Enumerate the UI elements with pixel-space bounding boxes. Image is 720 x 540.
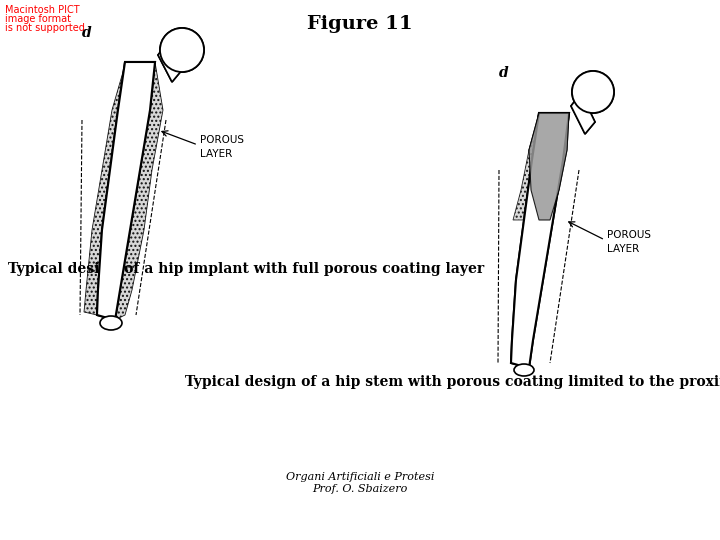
Text: Macintosh PICT: Macintosh PICT [5, 5, 80, 15]
Polygon shape [158, 42, 182, 82]
Polygon shape [511, 113, 539, 363]
Polygon shape [97, 62, 155, 320]
Polygon shape [511, 113, 569, 368]
Polygon shape [511, 113, 569, 368]
Polygon shape [158, 42, 182, 82]
Text: Prof. O. Sbaizero: Prof. O. Sbaizero [312, 484, 408, 494]
Ellipse shape [572, 71, 614, 113]
Text: POROUS
LAYER: POROUS LAYER [200, 136, 244, 159]
Text: Organi Artificiali e Protesi: Organi Artificiali e Protesi [286, 472, 434, 482]
Ellipse shape [160, 28, 204, 72]
Ellipse shape [160, 28, 204, 72]
Polygon shape [513, 113, 539, 220]
Ellipse shape [100, 316, 122, 330]
Polygon shape [529, 113, 569, 220]
Text: Figure 11: Figure 11 [307, 15, 413, 33]
Polygon shape [84, 62, 125, 315]
Text: Typical design of a hip implant with full porous coating layer: Typical design of a hip implant with ful… [8, 262, 484, 276]
Polygon shape [115, 62, 163, 320]
Text: is not supported: is not supported [5, 23, 85, 33]
Polygon shape [529, 113, 569, 220]
Polygon shape [97, 62, 155, 320]
Text: Typical design of a hip stem with porous coating limited to the proximal region.: Typical design of a hip stem with porous… [185, 375, 720, 389]
Text: image format: image format [5, 14, 71, 24]
Text: POROUS
LAYER: POROUS LAYER [607, 231, 651, 254]
Polygon shape [571, 93, 595, 134]
Ellipse shape [514, 364, 534, 376]
Ellipse shape [572, 71, 614, 113]
Polygon shape [571, 93, 595, 134]
Text: d: d [499, 66, 509, 80]
Text: d: d [82, 26, 91, 40]
